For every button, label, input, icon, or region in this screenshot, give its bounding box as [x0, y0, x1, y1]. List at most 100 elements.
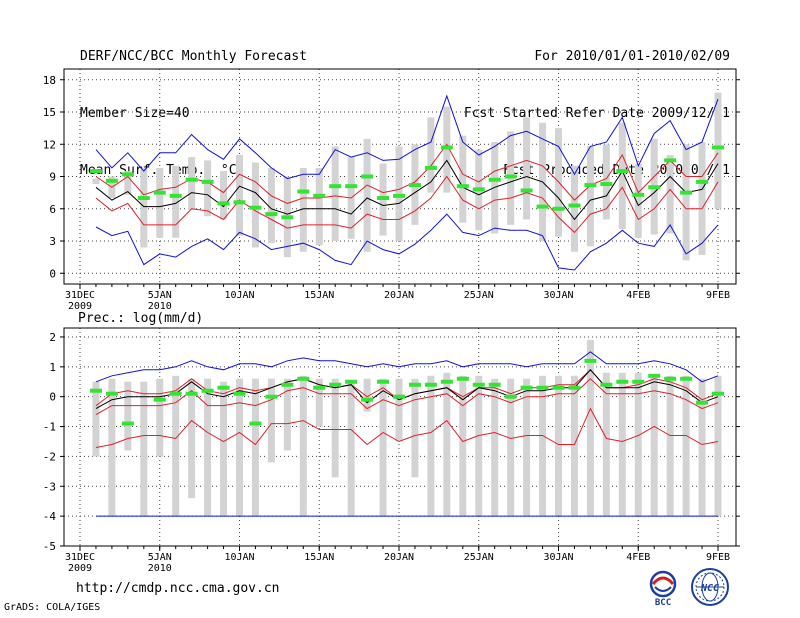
- precip-spread-box: [283, 378, 291, 451]
- temperature-spread-box: [443, 106, 451, 193]
- precip-line-mean-std: [95, 378, 719, 416]
- precip-observed-marker: [616, 379, 629, 384]
- temperature-observed-marker: [137, 196, 150, 200]
- precip-xtick-year: 2010: [148, 563, 172, 574]
- temperature-observed-marker: [169, 193, 182, 198]
- precip-line-lower-std: [95, 407, 719, 448]
- temperature-observed-marker: [712, 145, 724, 150]
- temperature-xtick-label: 25JAN: [464, 290, 494, 301]
- precip-xtick-label: 30JAN: [543, 552, 573, 563]
- precip-spread-box: [347, 381, 355, 517]
- precip-spread-box: [539, 375, 547, 517]
- precip-observed-marker: [185, 391, 198, 396]
- temperature-observed-marker: [233, 200, 246, 205]
- website-url[interactable]: http://cmdp.ncc.cma.gov.cn: [76, 581, 280, 596]
- temperature-observed-marker: [201, 179, 214, 184]
- precip-spread-box: [698, 378, 706, 517]
- temperature-spread-box: [220, 171, 228, 220]
- ncc-logo: NCC: [691, 568, 729, 606]
- precip-spread-box: [714, 375, 722, 517]
- precip-spread-box: [395, 378, 403, 442]
- temperature-spread-box: [92, 178, 100, 185]
- precip-ytick-label: 1: [49, 361, 56, 374]
- temperature-spread-box: [570, 165, 578, 252]
- precip-xtick-label: 15JAN: [304, 552, 334, 563]
- precip-spread-box: [220, 381, 228, 517]
- precip-observed-marker: [712, 391, 724, 396]
- temperature-observed-marker: [361, 174, 374, 179]
- precip-spread-box: [586, 339, 594, 517]
- precip-observed-marker: [169, 391, 182, 396]
- precip-spread-box: [555, 375, 562, 517]
- precip-observed-marker: [488, 382, 501, 387]
- precip-spread-box: [666, 375, 674, 517]
- temperature-observed-marker: [377, 196, 390, 200]
- temperature-spread-box: [714, 92, 722, 209]
- precip-xtick-year: 2009: [68, 563, 92, 574]
- temperature-observed-marker: [185, 177, 198, 182]
- precip-spread-box: [507, 378, 515, 517]
- temperature-ytick-label: 12: [43, 138, 56, 151]
- temperature-spread-box: [602, 144, 610, 220]
- temperature-observed-marker: [456, 184, 469, 189]
- forecast-period: For 2010/01/01-2010/02/09: [534, 49, 730, 64]
- temperature-observed-marker: [281, 215, 294, 220]
- precip-observed-marker: [648, 373, 661, 378]
- temperature-observed-marker: [89, 169, 102, 174]
- temperature-observed-marker: [504, 174, 517, 179]
- temperature-spread-box: [698, 142, 706, 255]
- temperature-spread-box: [682, 144, 690, 261]
- precip-spread-box: [140, 381, 148, 517]
- precip-ytick-label: -2: [43, 450, 56, 463]
- temperature-ytick-label: 18: [43, 74, 56, 87]
- precip-spread-box: [379, 378, 387, 517]
- precip-spread-box: [459, 375, 467, 517]
- precip-ytick-label: 0: [49, 391, 56, 404]
- temperature-xtick-label: 31DEC: [65, 290, 95, 301]
- temperature-observed-marker: [552, 206, 565, 211]
- temperature-spread-box: [666, 155, 674, 234]
- precip-observed-marker: [281, 382, 294, 387]
- precip-observed-marker: [89, 388, 102, 393]
- precip-ytick-label: -1: [43, 421, 56, 434]
- temperature-observed-marker: [632, 192, 645, 197]
- precip-spread-box: [188, 378, 196, 499]
- temperature-xtick-year: 2010: [148, 301, 172, 312]
- temperature-ytick-label: 0: [49, 267, 56, 280]
- precip-spread-box: [267, 378, 275, 463]
- precip-spread-box: [156, 378, 164, 457]
- temperature-line-ensemble-max: [95, 94, 719, 180]
- precip-observed-marker: [361, 397, 374, 402]
- temperature-observed-marker: [121, 172, 134, 177]
- precip-observed-marker: [600, 382, 613, 387]
- precip-spread-box: [172, 375, 180, 517]
- temperature-observed-marker: [297, 189, 310, 194]
- precip-observed-marker: [408, 382, 421, 387]
- precip-observed-marker: [393, 394, 405, 399]
- temperature-xtick-label: 9FEB: [706, 290, 730, 301]
- temperature-ytick-label: 6: [49, 203, 56, 216]
- precip-spread-box: [251, 378, 259, 517]
- precip-frame: [63, 327, 737, 547]
- precip-observed-marker: [520, 385, 533, 390]
- precip-observed-marker: [345, 379, 358, 384]
- precip-observed-marker: [313, 385, 326, 390]
- temperature-line-mean-std: [95, 143, 719, 204]
- precip-observed-marker: [568, 385, 581, 390]
- precip-spread-box: [315, 378, 323, 427]
- precip-spread-box: [523, 378, 531, 517]
- temperature-observed-marker: [217, 201, 230, 206]
- precip-observed-marker: [153, 397, 166, 402]
- precip-ytick-label: -4: [43, 510, 57, 523]
- precip-spread-box: [236, 378, 243, 517]
- precip-ytick-label: -5: [43, 540, 56, 553]
- temperature-observed-marker: [696, 179, 709, 184]
- precip-observed-marker: [680, 376, 693, 381]
- temperature-xtick-label: 10JAN: [224, 290, 254, 301]
- temperature-observed-marker: [600, 182, 613, 187]
- temperature-spread-box: [618, 122, 626, 230]
- precip-observed-marker: [552, 385, 565, 390]
- precip-observed-marker: [297, 376, 310, 381]
